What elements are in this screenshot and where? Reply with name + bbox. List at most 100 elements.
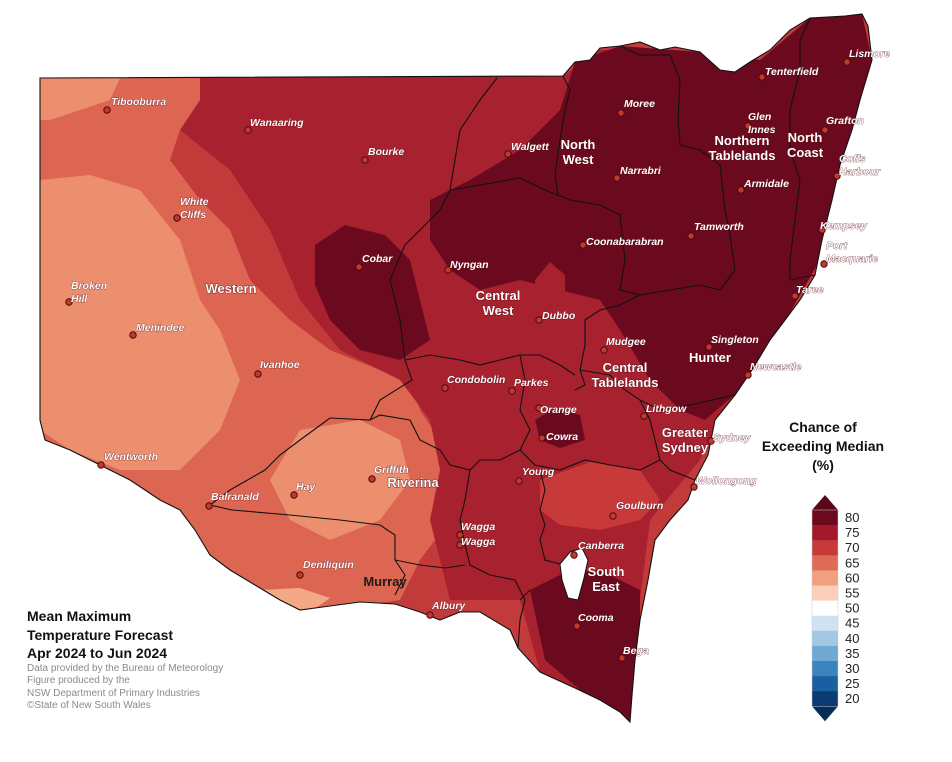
band-80-plus-orange <box>535 408 585 448</box>
legend-tick-label: 60 <box>845 570 859 585</box>
town-label-coonabarabran: Coonabarabran <box>586 236 664 248</box>
region-label-line: Sydney <box>662 440 709 455</box>
town-coonabarabran: Coonabarabran <box>579 236 664 249</box>
town-label-line: Wentworth <box>104 451 158 463</box>
town-label-line: Innes <box>748 124 776 136</box>
town-albury: Albury <box>426 600 467 619</box>
town-dot-condobolin <box>441 384 449 392</box>
legend-swatch <box>812 525 838 541</box>
town-label-cobar: Cobar <box>362 253 393 265</box>
town-dot-taree <box>791 292 799 300</box>
town-label-line: Macquarie <box>826 253 878 265</box>
credit-line-1: Data provided by the Bureau of Meteorolo… <box>27 662 224 674</box>
legend-tick-label: 55 <box>845 586 859 601</box>
town-label-line: Kempsey <box>820 220 868 232</box>
region-label-line: Coast <box>787 145 824 160</box>
town-label-line: Port <box>826 240 848 252</box>
credit-line-4: ©State of New South Wales <box>27 700 151 711</box>
town-dot-moree <box>617 109 625 117</box>
town-label-line: Coonabarabran <box>586 236 664 248</box>
town-balranald: Balranald <box>205 491 260 510</box>
legend-tick-label: 80 <box>845 510 859 525</box>
town-dot-singleton <box>705 343 713 351</box>
town-dot-griffith <box>368 475 376 483</box>
town-dot-bega <box>618 654 626 662</box>
town-narrabri: Narrabri <box>613 165 662 182</box>
legend-swatch <box>812 615 838 632</box>
town-taree: Taree <box>791 284 824 300</box>
town-dot-wagga <box>456 531 464 539</box>
town-label-line: Taree <box>796 284 824 296</box>
region-label-line: West <box>483 303 514 318</box>
town-label-line: Cobar <box>362 253 393 265</box>
region-label-central-west: Central West <box>476 288 521 318</box>
region-label-line: North <box>561 137 596 152</box>
region-label-line: Northern <box>715 133 770 148</box>
town-label-menindee: Menindee <box>136 322 185 334</box>
legend-title-line-1: Chance of <box>789 419 857 435</box>
town-label-line: Cooma <box>578 612 614 624</box>
town-label-line: Wanaaring <box>250 117 304 129</box>
town-label-line: Albury <box>431 600 466 612</box>
town-label-line: Hill <box>71 293 88 305</box>
legend-tick-label: 65 <box>845 555 859 570</box>
town-dot-albury <box>426 611 434 619</box>
town-walgett: Walgett <box>504 141 550 158</box>
town-label-coffs-harbour: Coffs Harbour <box>839 153 881 178</box>
band-70-75-goulburn <box>540 462 660 530</box>
town-label-line: Sydney <box>713 432 752 444</box>
map-title-line-2: Temperature Forecast <box>27 626 174 643</box>
town-label-line: Hay <box>296 481 316 493</box>
map-title-block: Mean Maximum Temperature Forecast Apr 20… <box>27 607 223 713</box>
town-label-line: Harbour <box>839 166 881 178</box>
town-dot-white-cliffs <box>173 214 181 222</box>
town-dot-newcastle <box>744 371 752 379</box>
town-label-line: Bourke <box>368 146 404 158</box>
region-label-central-tablelands: Central Tablelands <box>592 360 659 390</box>
band-80-plus-southeast <box>530 570 640 722</box>
town-dot-glen-innes <box>744 122 752 130</box>
town-label-singleton: Singleton <box>711 334 759 346</box>
town-bourke: Bourke <box>361 146 405 164</box>
band-80-plus-northeast <box>430 14 872 420</box>
town-tenterfield: Tenterfield <box>758 66 819 81</box>
town-dot-hay <box>290 491 298 499</box>
town-dubbo: Dubbo <box>535 310 576 324</box>
town-label-white-cliffs: White Cliffs <box>180 196 209 221</box>
town-label-line: Armidale <box>743 178 789 190</box>
town-label-sydney: Sydney <box>713 432 752 444</box>
town-label-line: Orange <box>540 404 577 416</box>
region-label-line: East <box>592 579 620 594</box>
town-dot-lithgow <box>640 412 648 420</box>
town-label-wagga: Wagga <box>461 521 495 533</box>
town-dot-wanaaring <box>244 126 252 134</box>
town-label-line: Dubbo <box>542 310 576 322</box>
town-dot-wagga <box>456 541 464 549</box>
town-dot-goulburn <box>609 512 617 520</box>
legend-swatch <box>812 540 838 556</box>
legend-swatch <box>812 691 838 707</box>
town-label-line: Grafton <box>826 115 864 127</box>
town-label-ivanhoe: Ivanhoe <box>260 359 300 371</box>
town-label-nyngan: Nyngan <box>450 259 489 271</box>
town-dot-wentworth <box>97 461 105 469</box>
town-condobolin: Condobolin <box>441 374 506 392</box>
town-newcastle: Newcastle <box>744 361 802 379</box>
town-hay: Hay <box>290 481 317 499</box>
town-dot-narrabri <box>613 174 621 182</box>
town-dot-parkes <box>508 387 516 395</box>
town-dot-walgett <box>504 150 512 158</box>
town-white-cliffs: White Cliffs <box>173 196 209 222</box>
legend-swatch <box>812 585 838 601</box>
town-dot-broken-hill <box>65 298 73 306</box>
town-label-griffith: Griffith <box>374 464 409 476</box>
legend-tick-label: 20 <box>845 691 859 706</box>
legend-tick-label: 70 <box>845 540 859 555</box>
town-label-broken-hill: Broken Hill <box>71 280 107 305</box>
town-lismore: Lismore <box>843 48 890 66</box>
act-territory <box>559 547 589 601</box>
town-moree: Moree <box>617 98 655 117</box>
town-label-wentworth: Wentworth <box>104 451 158 463</box>
town-coffs-harbour: Coffs Harbour <box>833 153 881 180</box>
